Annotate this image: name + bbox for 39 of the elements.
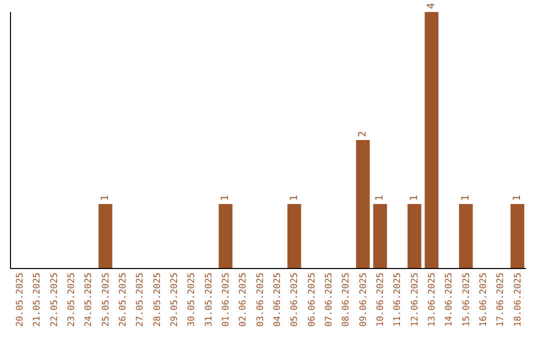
data-label: 1 <box>460 194 472 201</box>
x-tick-label: 26.05.2025 <box>118 272 129 327</box>
data-label: 1 <box>374 194 386 201</box>
x-tick-label: 09.06.2025 <box>358 272 369 327</box>
x-tick-label: 06.06.2025 <box>307 272 318 327</box>
data-label: 1 <box>408 194 420 201</box>
x-tick-label: 03.06.2025 <box>256 272 266 327</box>
x-tick-label: 02.06.2025 <box>238 272 249 327</box>
x-tick-label: 31.05.2025 <box>204 272 214 327</box>
x-tick-label: 04.06.2025 <box>273 272 284 327</box>
x-tick-label: 29.05.2025 <box>170 272 180 327</box>
x-tick-label: 11.06.2025 <box>393 272 404 327</box>
x-tick-label: 16.06.2025 <box>479 272 490 327</box>
x-tick-label: 10.06.2025 <box>376 272 386 327</box>
x-tick-label: 08.06.2025 <box>342 272 352 327</box>
x-tick-label: 21.05.2025 <box>32 272 43 327</box>
x-tick-label: 18.06.2025 <box>513 272 524 327</box>
x-tick-label: 20.05.2025 <box>16 272 26 327</box>
data-label: 1 <box>288 194 300 201</box>
data-label: 1 <box>100 194 111 201</box>
x-tick-label: 12.06.2025 <box>410 272 420 327</box>
data-label: 2 <box>357 130 368 137</box>
x-tick-label: 22.05.2025 <box>50 272 60 327</box>
x-tick-label: 27.05.2025 <box>136 272 146 327</box>
x-tick-label: 07.06.2025 <box>324 272 335 327</box>
x-tick-label: 13.06.2025 <box>428 272 438 327</box>
x-tick-label: 30.05.2025 <box>187 272 198 327</box>
x-tick-label: 17.06.2025 <box>496 272 506 327</box>
x-tick-label: 01.06.2025 <box>222 272 232 327</box>
x-tick-label: 24.05.2025 <box>84 272 94 327</box>
data-label: 4 <box>426 2 438 9</box>
x-tick-label: 28.05.2025 <box>152 272 163 327</box>
x-tick-label: 14.06.2025 <box>444 272 455 327</box>
data-label: 1 <box>512 194 523 201</box>
x-tick-label: 05.06.2025 <box>290 272 300 327</box>
x-tick-label: 25.05.2025 <box>101 272 112 327</box>
x-tick-label: 23.05.2025 <box>67 272 78 327</box>
x-tick-label: 15.06.2025 <box>462 272 472 327</box>
data-label: 1 <box>220 194 232 201</box>
